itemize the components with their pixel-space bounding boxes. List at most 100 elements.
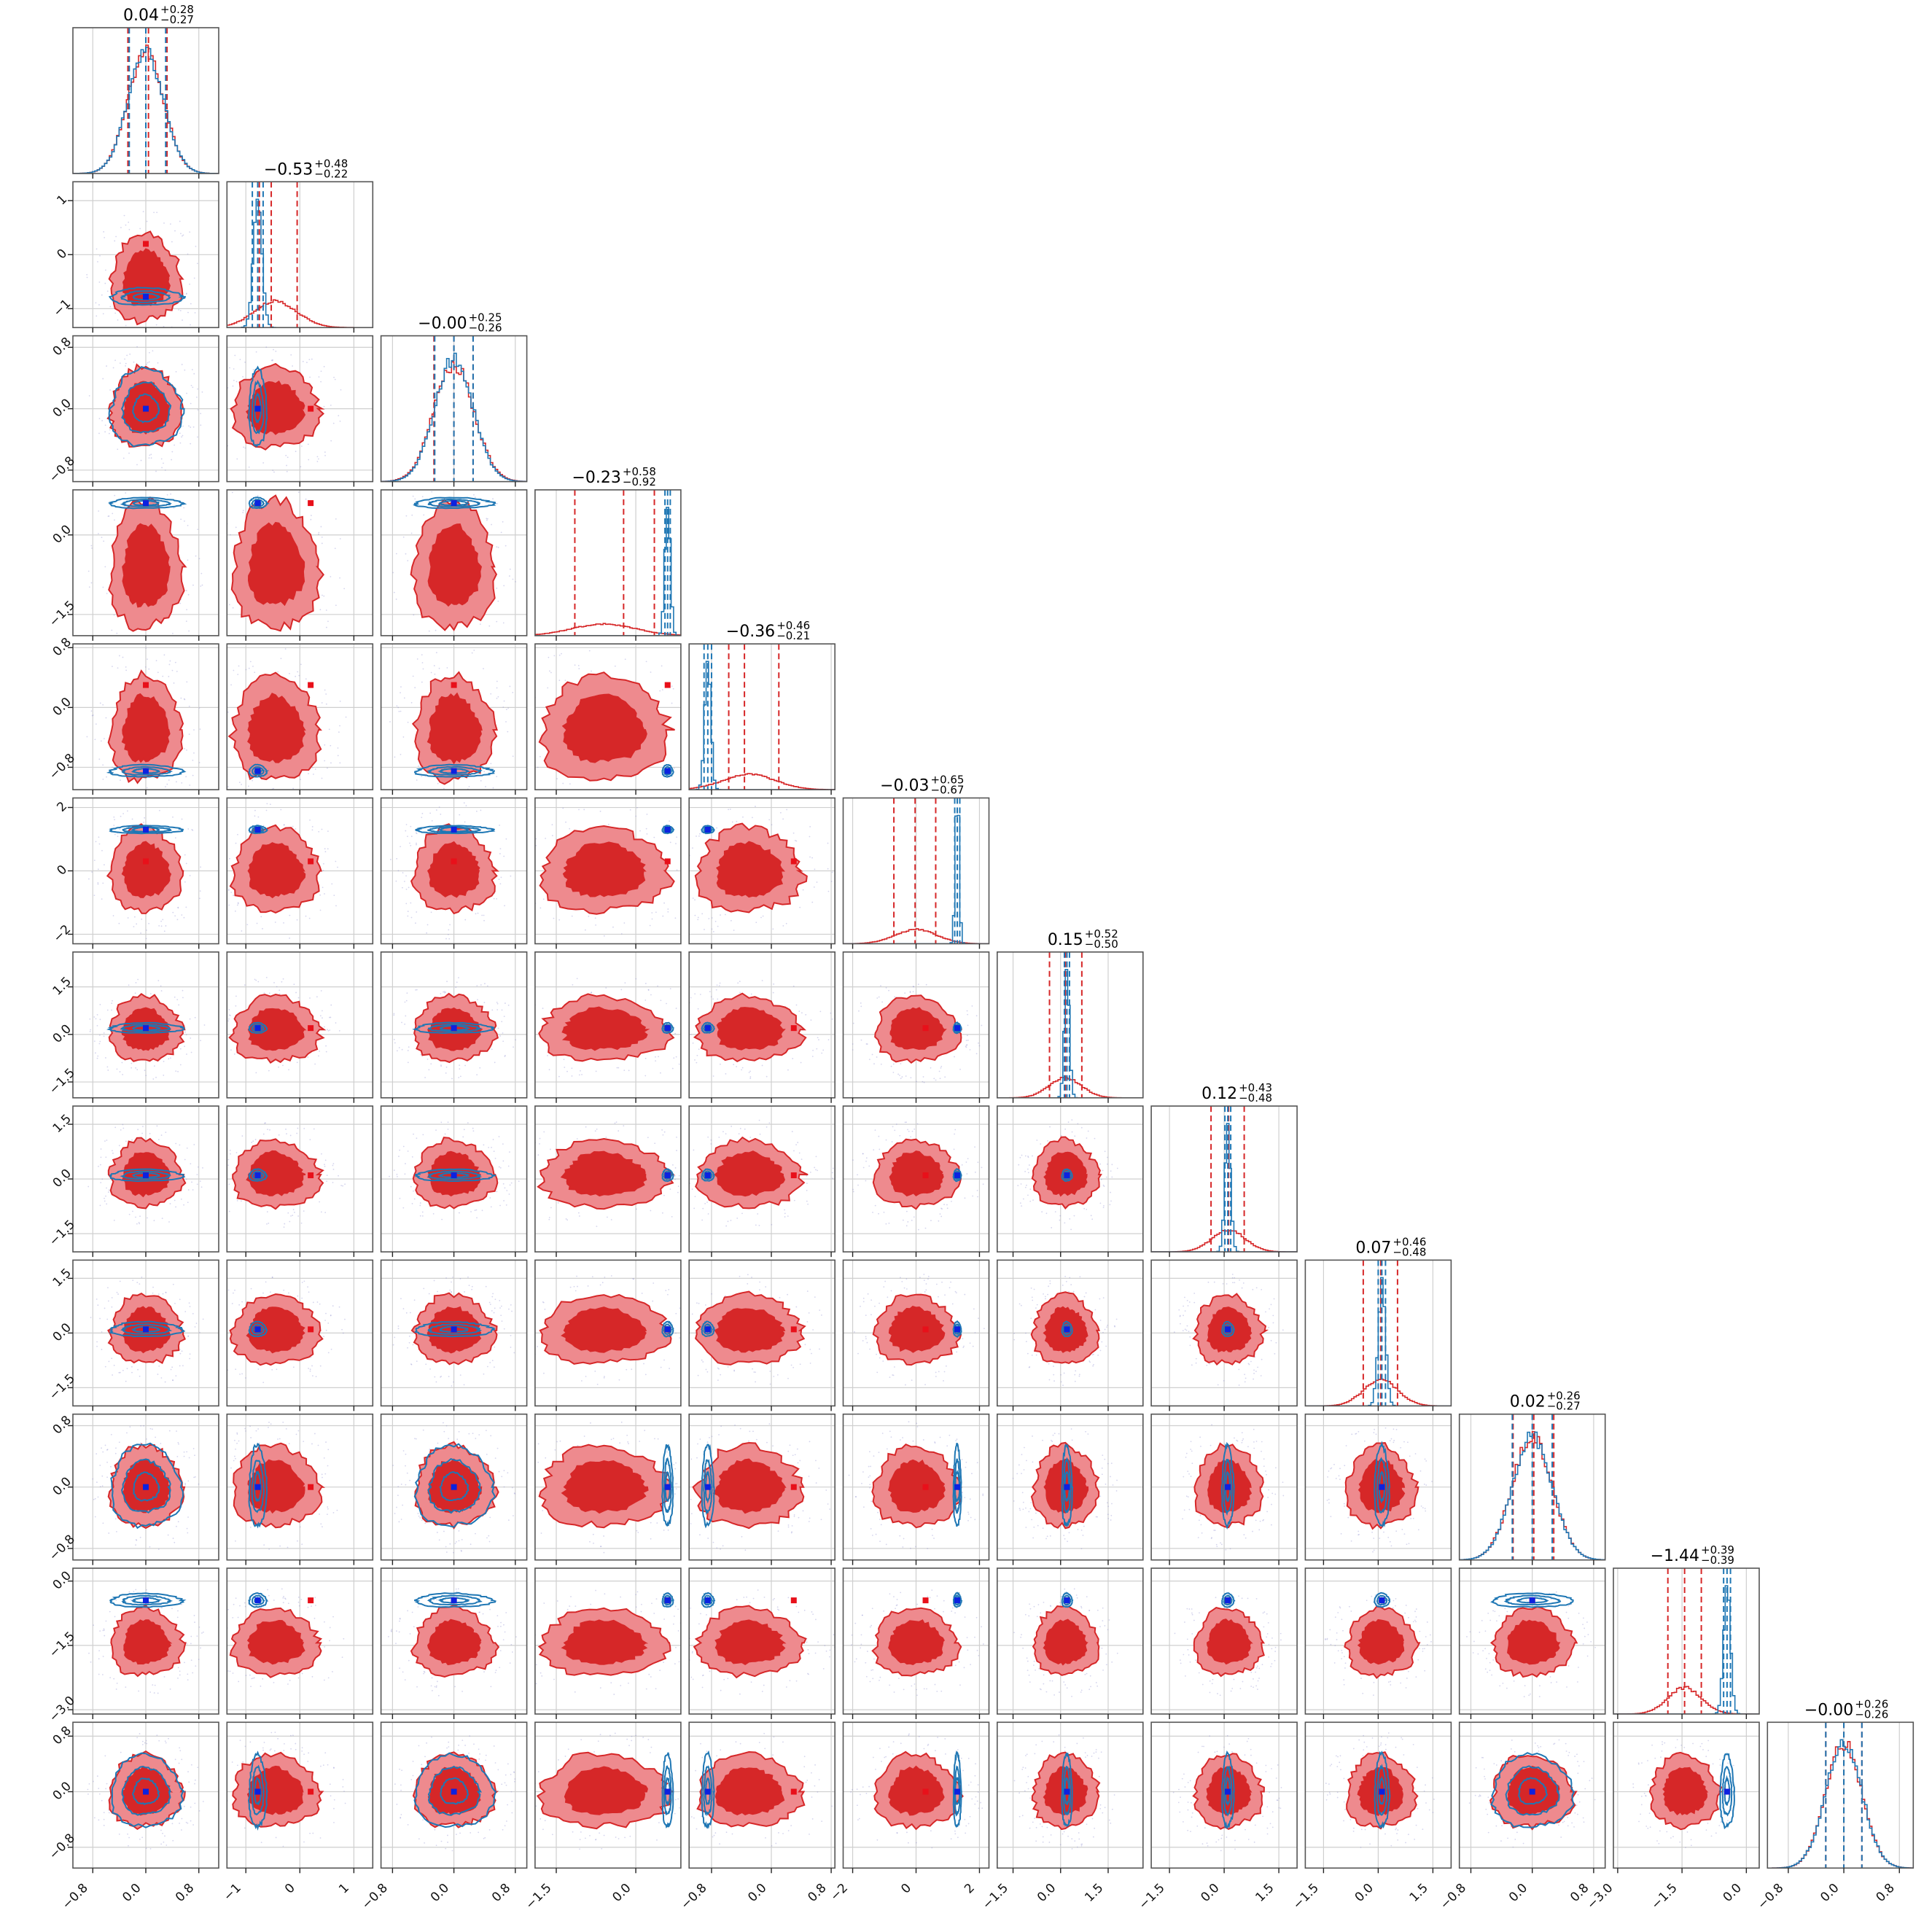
sample-dot	[710, 996, 712, 998]
sample-dot	[209, 1345, 211, 1347]
axes-frame	[534, 643, 682, 791]
sample-dot	[510, 1347, 512, 1348]
sample-dot	[1198, 1519, 1200, 1522]
sample-dot	[106, 1449, 108, 1451]
blue-inner-contour	[121, 1594, 174, 1606]
grid-lines	[689, 1260, 835, 1406]
red-truth-marker	[790, 1484, 797, 1490]
sample-dot	[908, 1130, 910, 1132]
sample-dot	[443, 991, 444, 993]
blue-inner-contour	[426, 766, 483, 776]
sample-dot	[734, 1424, 736, 1426]
blue-outer-contour	[248, 825, 268, 835]
sample-dot	[156, 211, 158, 214]
sample-dot	[962, 1492, 963, 1494]
sample-dot	[415, 989, 416, 991]
sample-dot	[1048, 1285, 1050, 1288]
sample-dot	[548, 1069, 550, 1071]
sample-dot	[807, 1672, 809, 1675]
sample-dot	[177, 907, 179, 909]
sample-dot	[157, 1692, 159, 1694]
sample-dot	[1051, 1227, 1053, 1228]
sample-dot	[174, 230, 176, 232]
sample-dot	[503, 1016, 505, 1018]
sample-dot	[301, 1282, 303, 1283]
sample-dot	[684, 1018, 685, 1020]
sample-dot	[496, 1447, 499, 1449]
sample-dot	[547, 1055, 548, 1056]
sample-dot	[697, 1347, 698, 1349]
sample-dot	[125, 1140, 127, 1142]
sample-dot	[231, 1303, 233, 1304]
sample-dot	[88, 1652, 90, 1654]
sample-dot	[699, 1534, 701, 1536]
sample-dot	[763, 1684, 765, 1686]
sample-dot	[220, 1632, 222, 1633]
sample-dot	[669, 820, 670, 822]
sample-dot	[150, 453, 152, 456]
sample-dot	[717, 1367, 719, 1369]
sample-dot	[228, 604, 230, 606]
sample-dot	[595, 792, 596, 793]
sample-dot	[106, 1461, 108, 1463]
sample-dot	[1193, 1293, 1196, 1294]
sample-dot	[311, 767, 313, 768]
diag-panel-6: 0.15 +0.52−0.50	[997, 927, 1144, 1103]
sample-dot	[416, 1686, 418, 1688]
sample-dot	[1067, 1121, 1070, 1123]
sample-dot	[1225, 1549, 1227, 1551]
sample-dot	[513, 868, 515, 870]
sample-dot	[509, 575, 510, 577]
sample-dot	[227, 711, 229, 713]
sample-dot	[116, 632, 118, 634]
y-tick-label: 1	[54, 192, 70, 209]
sample-dot	[739, 992, 741, 994]
sample-dot	[718, 1368, 720, 1370]
sample-dot	[711, 928, 713, 930]
sample-dot	[971, 1473, 973, 1475]
sample-dot	[319, 894, 322, 896]
sample-dot	[1105, 1345, 1107, 1347]
sample-dot	[927, 1595, 929, 1597]
sample-dot	[531, 743, 532, 744]
sample-dot	[459, 1075, 461, 1078]
sample-dot	[564, 679, 566, 682]
sample-dot	[698, 1048, 700, 1051]
sample-dot	[607, 823, 609, 825]
sample-dot	[809, 1441, 811, 1443]
sample-dot	[798, 1152, 801, 1154]
sample-dot	[480, 1605, 481, 1608]
sample-dot	[1201, 1683, 1204, 1686]
sample-dot	[511, 1310, 513, 1312]
sample-dot	[491, 1360, 494, 1362]
sample-dot	[1274, 1352, 1276, 1355]
blue-outer-contour	[248, 763, 270, 778]
sample-dot	[397, 870, 400, 872]
sample-dot	[298, 1605, 300, 1607]
panel-body	[73, 798, 219, 944]
sample-dot	[172, 1538, 174, 1539]
blue-inner-contour	[427, 498, 480, 507]
sample-dot	[916, 1123, 919, 1125]
sample-dot	[939, 1213, 941, 1215]
sample-dot	[521, 1674, 523, 1675]
sample-dot	[486, 519, 488, 521]
sample-dot	[126, 1368, 128, 1370]
red-inner-contour	[561, 693, 647, 763]
sample-dot	[817, 1037, 819, 1039]
sample-dot	[402, 1504, 403, 1506]
sample-dot	[488, 802, 490, 803]
blue-truth-marker	[451, 768, 457, 774]
sample-dot	[1211, 1537, 1212, 1538]
sample-dot	[1102, 1297, 1105, 1299]
sample-dot	[510, 1304, 512, 1306]
sample-dot	[1040, 1143, 1042, 1145]
diag-panel-0: 0.04 +0.28−0.27	[72, 3, 219, 179]
sample-dot	[220, 1146, 222, 1148]
sample-dot	[916, 1426, 919, 1427]
sample-dot	[742, 816, 744, 818]
sample-dot	[1082, 1535, 1084, 1536]
sample-dot	[170, 1057, 171, 1059]
sample-dot	[744, 1128, 746, 1130]
sample-dot	[172, 911, 174, 914]
